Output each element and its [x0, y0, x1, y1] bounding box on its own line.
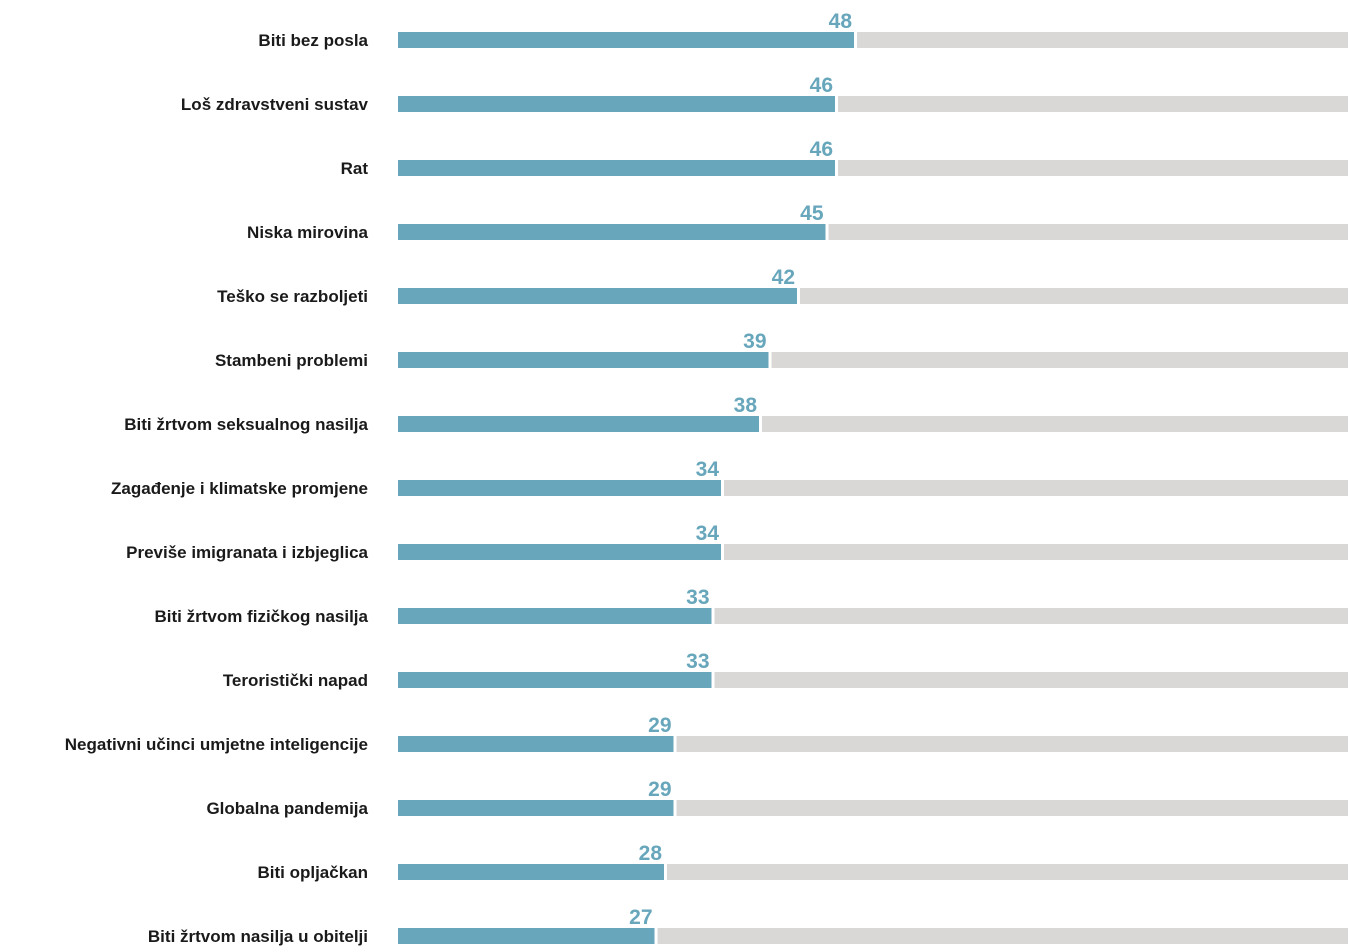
- bar-remainder: [657, 928, 1348, 944]
- category-label: Niska mirovina: [247, 223, 368, 242]
- category-label: Biti žrtvom seksualnog nasilja: [124, 415, 368, 434]
- value-label: 39: [743, 330, 766, 353]
- bar-remainder: [724, 544, 1348, 560]
- chart-rows: Biti bez posla 48 Loš zdravstveni sustav 46…: [65, 10, 1348, 946]
- category-label: Loš zdravstveni sustav: [181, 95, 369, 114]
- category-label: Biti žrtvom nasilja u obitelji: [148, 927, 368, 946]
- bar: [398, 96, 835, 112]
- value-label: 46: [810, 74, 833, 97]
- bar: [398, 928, 655, 944]
- bar-remainder: [771, 352, 1348, 368]
- bar-remainder: [838, 160, 1348, 176]
- value-label: 48: [829, 10, 853, 33]
- bar-remainder: [714, 608, 1348, 624]
- bar: [398, 800, 674, 816]
- category-label: Negativni učinci umjetne inteligencije: [65, 735, 368, 754]
- value-label: 33: [686, 586, 709, 609]
- bar-remainder: [676, 736, 1348, 752]
- category-label: Previše imigranata i izbjeglica: [126, 543, 368, 562]
- bar: [398, 224, 826, 240]
- value-label: 38: [734, 394, 758, 417]
- category-label: Zagađenje i klimatske promjene: [111, 479, 368, 498]
- category-label: Rat: [341, 159, 369, 178]
- bar: [398, 672, 712, 688]
- category-label: Biti žrtvom fizičkog nasilja: [155, 607, 369, 626]
- bar: [398, 160, 835, 176]
- value-label: 27: [629, 906, 652, 929]
- bar-remainder: [762, 416, 1348, 432]
- category-label: Stambeni problemi: [215, 351, 368, 370]
- bar: [398, 544, 721, 560]
- bar: [398, 480, 721, 496]
- bar: [398, 288, 797, 304]
- category-label: Biti bez posla: [258, 31, 368, 50]
- category-label: Globalna pandemija: [206, 799, 368, 818]
- value-label: 42: [772, 266, 795, 289]
- bar-remainder: [800, 288, 1348, 304]
- value-label: 46: [810, 138, 833, 161]
- bar: [398, 736, 674, 752]
- bar-remainder: [676, 800, 1348, 816]
- bar: [398, 352, 769, 368]
- category-label: Teško se razboljeti: [217, 287, 368, 306]
- value-label: 34: [696, 522, 720, 545]
- bar-remainder: [714, 672, 1348, 688]
- value-label: 29: [648, 778, 671, 801]
- value-label: 34: [696, 458, 720, 481]
- value-label: 45: [800, 202, 824, 225]
- bar-remainder: [724, 480, 1348, 496]
- bar: [398, 416, 759, 432]
- bar-remainder: [828, 224, 1348, 240]
- category-label: Teroristički napad: [223, 671, 368, 690]
- bar-remainder: [838, 96, 1348, 112]
- value-label: 33: [686, 650, 709, 673]
- value-label: 29: [648, 714, 671, 737]
- bar-remainder: [857, 32, 1348, 48]
- value-label: 28: [639, 842, 663, 865]
- category-label: Biti opljačkan: [257, 863, 368, 882]
- bar: [398, 608, 712, 624]
- bar: [398, 864, 664, 880]
- bar-remainder: [667, 864, 1348, 880]
- bar: [398, 32, 854, 48]
